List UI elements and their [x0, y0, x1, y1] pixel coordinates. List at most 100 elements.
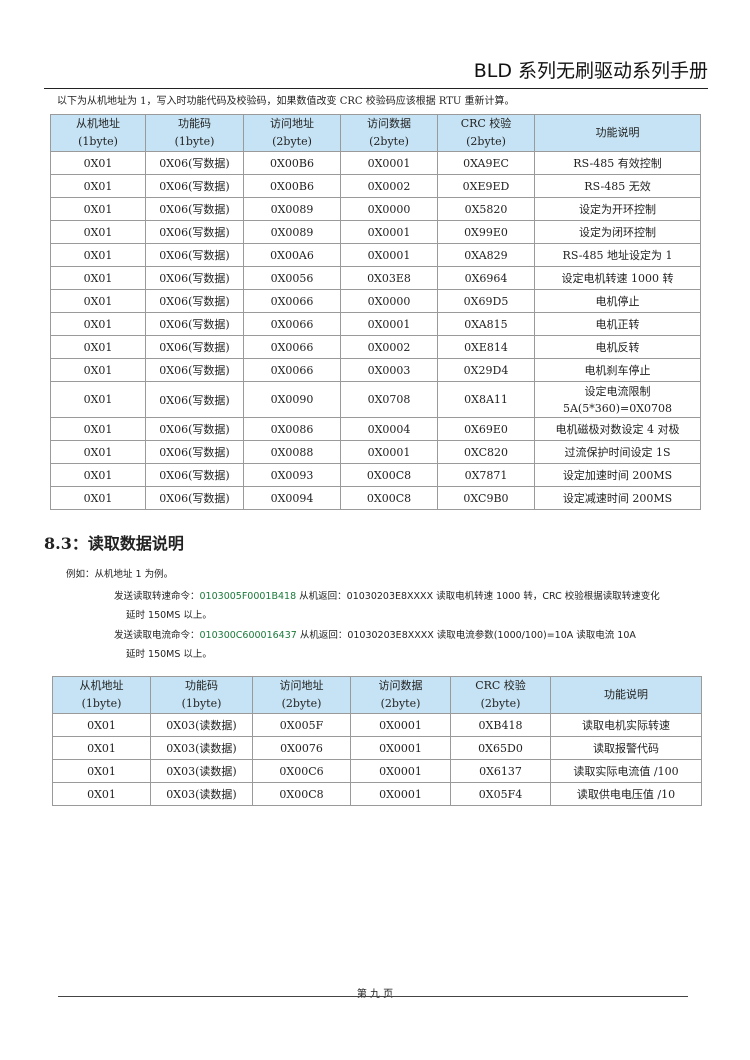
column-header: CRC 校验 (2byte) — [450, 676, 551, 714]
table-cell: 0X01 — [50, 358, 146, 382]
table-cell: 0X01 — [50, 174, 146, 198]
table-cell: 电机刹车停止 — [534, 358, 701, 382]
table-cell: 0X01 — [50, 197, 146, 221]
table-cell: 0X0089 — [243, 220, 341, 244]
write-command-table: 从机地址 (1byte) 功能码 (1byte) 访问地址 (2byte) 访问数据 (2by… — [50, 114, 701, 510]
table-cell: 0X06(写数据) — [145, 486, 244, 510]
column-header-text: (1byte) — [78, 135, 118, 148]
table-cell: 0X005F — [252, 713, 351, 737]
table-cell: 设定为开环控制 — [534, 197, 701, 221]
table-cell: 0X01 — [52, 782, 151, 806]
table-cell: 0X0066 — [243, 358, 341, 382]
table-cell: 0X0093 — [243, 463, 341, 487]
column-header: 功能码 (1byte) — [150, 676, 253, 714]
table-cell: 0X01 — [52, 759, 151, 783]
table-cell: 0X03E8 — [340, 266, 438, 290]
table-cell: 0X05F4 — [450, 782, 551, 806]
table-row: 0X01 0X03(读数据) 0X005F 0X0001 0XB418 读取电机实际转速 — [52, 713, 702, 737]
footer-divider — [58, 996, 688, 997]
text: 从机返回：01030203E8XXXX 读取电机转速 1000 转，CRC 校验… — [296, 591, 660, 602]
table-row: 0X01 0X06(写数据) 0X0094 0X00C8 0XC9B0 设定减速时间 20… — [50, 486, 701, 510]
column-header: 功能码 (1byte) — [145, 114, 244, 152]
table-cell: 0X0001 — [350, 736, 451, 760]
table-cell: 0X00A6 — [243, 243, 341, 267]
column-header-text: (2byte) — [380, 697, 421, 710]
column-header-text: 功能说明 — [604, 688, 648, 701]
cell-text: 5A(5*360)=0X0708 — [562, 401, 673, 415]
table-cell: 0XA829 — [437, 243, 535, 267]
page-number: 第 九 页 — [356, 989, 394, 1000]
table-cell: 0XB418 — [450, 713, 551, 737]
table-cell: 0X69E0 — [437, 417, 535, 441]
table-cell: 0X29D4 — [437, 358, 535, 382]
table-cell: 0X06(写数据) — [145, 463, 244, 487]
table-cell: 0X0708 — [340, 381, 438, 418]
table-row: 0X01 0X06(写数据) 0X0089 0X0001 0X99E0 设定为闭环控制 — [50, 220, 701, 244]
table-cell: 0X01 — [50, 151, 146, 175]
table-cell: 0X0001 — [350, 759, 451, 783]
table-cell: 0X01 — [50, 335, 146, 359]
table-cell: 0X0088 — [243, 440, 341, 464]
column-header-text: 访问数据 — [378, 679, 423, 692]
table-cell: 读取报警代码 — [550, 736, 702, 760]
table-cell: 0X01 — [50, 266, 146, 290]
column-header: 访问地址 (2byte) — [252, 676, 351, 714]
table-cell: 0X03(读数据) — [150, 759, 253, 783]
table-cell: 0X99E0 — [437, 220, 535, 244]
table-cell: 0X0000 — [340, 197, 438, 221]
table-cell: 0X0000 — [340, 289, 438, 313]
table-cell: 0X00C6 — [252, 759, 351, 783]
table-row: 0X01 0X06(写数据) 0X0086 0X0004 0X69E0 电机磁极对数设定 … — [50, 417, 701, 441]
table-row: 0X01 0X06(写数据) 0X00B6 0X0001 0XA9EC RS-485 有效… — [50, 151, 701, 175]
table-cell: 0X0094 — [243, 486, 341, 510]
table-row: 0X01 0X06(写数据) 0X0088 0X0001 0XC820 过流保护时间设定 … — [50, 440, 701, 464]
table-cell: 0X01 — [50, 381, 146, 418]
column-header-text: 访问地址 — [279, 679, 324, 692]
intro-text: 以下为从机地址为 1，写入时功能代码及校验码，如果数值改变 CRC 校验码应该根… — [57, 96, 515, 107]
example-delay-2: 延时 150MS 以上。 — [126, 649, 212, 660]
table-row: 0X01 0X03(读数据) 0X00C8 0X0001 0X05F4 读取供电电压值 /… — [52, 782, 702, 806]
table-cell: 0XC9B0 — [437, 486, 535, 510]
table-cell: 0X0076 — [252, 736, 351, 760]
table-cell: 0X0001 — [340, 312, 438, 336]
table-cell: RS-485 地址设定为 1 — [534, 243, 701, 267]
table-cell: 0X06(写数据) — [145, 243, 244, 267]
table-row: 0X01 0X06(写数据) 0X0089 0X0000 0X5820 设定为开环控制 — [50, 197, 701, 221]
table-cell: 0X01 — [50, 243, 146, 267]
table-cell: 过流保护时间设定 1S — [534, 440, 701, 464]
table-cell: 设定电流限制 5A(5*360)=0X0708 — [534, 381, 701, 418]
table-row: 0X01 0X06(写数据) 0X0056 0X03E8 0X6964 设定电机转速 10… — [50, 266, 701, 290]
table-cell: 0X03(读数据) — [150, 782, 253, 806]
table-cell: 0X06(写数据) — [145, 174, 244, 198]
table-cell: 0X06(写数据) — [145, 381, 244, 418]
table-cell: 0X0056 — [243, 266, 341, 290]
table-cell: 0X06(写数据) — [145, 151, 244, 175]
section-title: 8.3：读取数据说明 — [44, 534, 184, 553]
table-cell: 设定为闭环控制 — [534, 220, 701, 244]
table-row: 0X01 0X06(写数据) 0X00A6 0X0001 0XA829 RS-485 地址… — [50, 243, 701, 267]
table-row: 0X01 0X03(读数据) 0X00C6 0X0001 0X6137 读取实际电流值 /… — [52, 759, 702, 783]
table-cell: 0X01 — [50, 463, 146, 487]
table-cell: 0X00B6 — [243, 151, 341, 175]
column-header-text: 功能码 — [178, 117, 211, 130]
table-cell: 0X01 — [52, 713, 151, 737]
table-cell: 电机磁极对数设定 4 对极 — [534, 417, 701, 441]
speed-command: 0103005F0001B418 — [199, 591, 297, 602]
table-cell: 0X0066 — [243, 289, 341, 313]
table-cell: 0X01 — [50, 289, 146, 313]
table-cell: 电机正转 — [534, 312, 701, 336]
table-cell: RS-485 有效控制 — [534, 151, 701, 175]
table-cell: 0X0001 — [340, 243, 438, 267]
table-cell: 0X0066 — [243, 312, 341, 336]
table-cell: 0X0090 — [243, 381, 341, 418]
table-cell: 0X8A11 — [437, 381, 535, 418]
table-cell: 0XA815 — [437, 312, 535, 336]
table-cell: 0X06(写数据) — [145, 266, 244, 290]
column-header: 功能说明 — [550, 676, 702, 714]
table-cell: 0X0004 — [340, 417, 438, 441]
table-cell: RS-485 无效 — [534, 174, 701, 198]
column-header: 从机地址 (1byte) — [52, 676, 151, 714]
read-command-table: 从机地址 (1byte) 功能码 (1byte) 访问地址 (2byte) 访问数据 (2by… — [52, 676, 702, 806]
column-header-text: (2byte) — [272, 135, 312, 148]
current-command: 010300C600016437 — [199, 630, 297, 641]
